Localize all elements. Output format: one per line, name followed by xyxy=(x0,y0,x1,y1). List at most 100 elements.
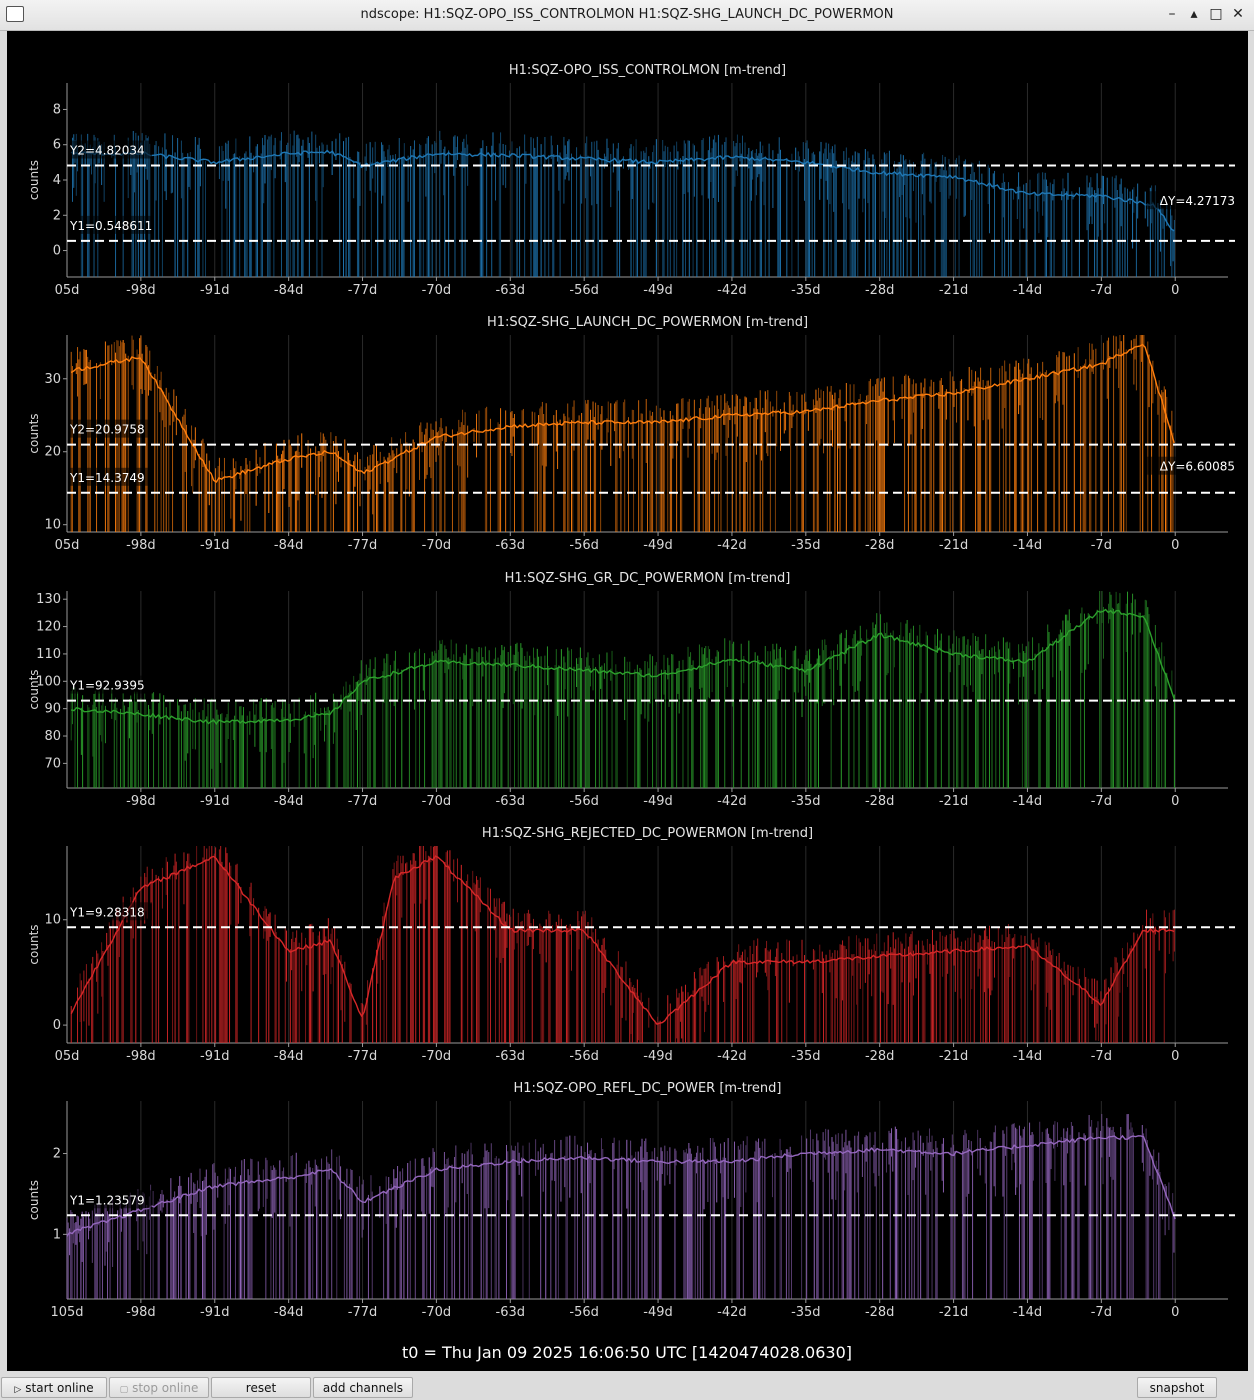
x-tick-label: -28d xyxy=(865,538,895,553)
x-tick-label: -84d xyxy=(274,283,304,298)
plots-canvas[interactable]: H1:SQZ-OPO_ISS_CONTROLMON [m-trend] 0 2 4 6 8… xyxy=(7,31,1248,1371)
trend-envelope xyxy=(70,335,1174,532)
plot-panel: H1:SQZ-OPO_ISS_CONTROLMON [m-trend] 0 2 4 6 8… xyxy=(27,63,1235,298)
x-tick-label: -98d xyxy=(126,1049,156,1064)
start-online-button[interactable]: ▷ start online xyxy=(1,1377,107,1398)
x-tick-label: -28d xyxy=(865,283,895,298)
x-tick-label: -84d xyxy=(274,538,304,553)
x-tick-label-edge: 105d xyxy=(50,1305,83,1320)
x-tick-label: 0 xyxy=(1171,283,1179,298)
cursor-label: Y1=9.28318 xyxy=(69,905,145,919)
x-tick-label: -98d xyxy=(126,283,156,298)
plot-title: H1:SQZ-SHG_LAUNCH_DC_POWERMON [m-trend] xyxy=(487,315,808,330)
minimize-icon[interactable]: – xyxy=(1168,6,1176,22)
y-tick-label: 100 xyxy=(36,674,61,689)
x-tick-label: -7d xyxy=(1091,283,1112,298)
stop-online-button[interactable]: ▢ stop online xyxy=(109,1377,209,1398)
plot-area[interactable]: H1:SQZ-OPO_ISS_CONTROLMON [m-trend] 0 2 4 6 8… xyxy=(7,31,1248,1371)
x-tick-label: -91d xyxy=(200,1305,230,1320)
x-tick-label: -91d xyxy=(200,794,230,809)
x-tick-label: 0 xyxy=(1171,538,1179,553)
x-tick-label: -91d xyxy=(200,538,230,553)
x-tick-label: -42d xyxy=(717,1049,747,1064)
x-tick-label-edge: 05d xyxy=(55,538,80,553)
play-icon: ▷ xyxy=(14,1385,22,1395)
y-axis-label: counts xyxy=(27,924,41,964)
delta-label: ΔY=6.60085 xyxy=(1160,460,1235,474)
y-tick-label: 1 xyxy=(53,1227,61,1242)
cursor-label: Y1=0.548611 xyxy=(69,219,152,233)
x-tick-label: -56d xyxy=(569,1305,599,1320)
x-tick-label: -84d xyxy=(274,1049,304,1064)
y-axis-label: counts xyxy=(27,1180,41,1220)
plot-panel: H1:SQZ-SHG_REJECTED_DC_POWERMON [m-trend… xyxy=(27,826,1235,1064)
trend-envelope xyxy=(70,846,1175,1043)
cursor-label-bg xyxy=(68,1190,152,1209)
x-tick-label: -98d xyxy=(126,794,156,809)
x-tick-label: -49d xyxy=(643,1049,673,1064)
trend-mean-line xyxy=(71,608,1175,725)
stop-icon: ▢ xyxy=(119,1385,129,1395)
x-tick-label: -35d xyxy=(791,794,821,809)
y-tick-label: 2 xyxy=(53,208,61,223)
x-tick-label: -70d xyxy=(422,1305,452,1320)
cursor-label-bg xyxy=(68,902,152,921)
app-icon xyxy=(6,6,24,22)
x-tick-label: -35d xyxy=(791,283,821,298)
x-tick-label: 0 xyxy=(1171,1049,1179,1064)
x-tick-label: -35d xyxy=(791,1305,821,1320)
x-tick-label-edge: 05d xyxy=(55,283,80,298)
x-tick-label: -77d xyxy=(348,538,378,553)
x-tick-label: -56d xyxy=(569,1049,599,1064)
x-tick-label: -77d xyxy=(348,794,378,809)
plot-title: H1:SQZ-SHG_REJECTED_DC_POWERMON [m-trend… xyxy=(482,826,813,841)
cursor-label: Y1=14.3749 xyxy=(69,471,145,485)
window-titlebar: ndscope: H1:SQZ-OPO_ISS_CONTROLMON H1:SQ… xyxy=(0,0,1254,31)
x-tick-label: 0 xyxy=(1171,794,1179,809)
y-tick-label: 120 xyxy=(36,620,61,635)
x-tick-label: -49d xyxy=(643,538,673,553)
delta-label-bg xyxy=(1146,191,1230,210)
x-tick-label: -70d xyxy=(422,538,452,553)
x-tick-label: -63d xyxy=(496,794,526,809)
x-tick-label: -7d xyxy=(1091,538,1112,553)
x-tick-label: -42d xyxy=(717,794,747,809)
trend-envelope xyxy=(70,591,1175,788)
x-tick-label: -28d xyxy=(865,1049,895,1064)
cursor-label: Y2=4.82034 xyxy=(69,144,145,158)
trend-mean-line xyxy=(70,855,1175,1026)
x-tick-label: -70d xyxy=(422,1049,452,1064)
snapshot-button[interactable]: snapshot xyxy=(1137,1377,1217,1398)
shade-icon[interactable]: ▴ xyxy=(1190,6,1198,22)
trend-mean-line xyxy=(70,343,1175,483)
x-tick-label: -49d xyxy=(643,1305,673,1320)
y-tick-label: 10 xyxy=(44,518,61,533)
x-tick-label-edge: 05d xyxy=(55,1049,80,1064)
add-channels-button[interactable]: add channels xyxy=(313,1377,413,1398)
y-tick-label: 2 xyxy=(53,1147,61,1162)
cursor-label: Y2=20.9758 xyxy=(69,423,145,437)
plot-panel: H1:SQZ-OPO_REFL_DC_POWER [m-trend] 1 2 coun… xyxy=(27,1081,1235,1320)
x-tick-label: -35d xyxy=(791,538,821,553)
trend-mean-line xyxy=(66,1134,1176,1237)
cursor-label-bg xyxy=(68,467,152,486)
cursor-label-bg xyxy=(68,140,152,159)
close-icon[interactable]: ✕ xyxy=(1232,6,1244,22)
reset-button[interactable]: reset xyxy=(211,1377,311,1398)
trend-envelope xyxy=(66,1113,1175,1299)
x-tick-label: -42d xyxy=(717,1305,747,1320)
maximize-icon[interactable]: □ xyxy=(1209,6,1223,22)
x-tick-label: -84d xyxy=(274,1305,304,1320)
plot-panel: H1:SQZ-SHG_GR_DC_POWERMON [m-trend] 70 80 9… xyxy=(27,571,1235,809)
x-tick-label: -70d xyxy=(422,794,452,809)
y-tick-label: 8 xyxy=(53,102,61,117)
x-tick-label: -63d xyxy=(496,1049,526,1064)
x-tick-label: -21d xyxy=(939,1305,969,1320)
x-tick-label: -63d xyxy=(496,538,526,553)
trend-envelope xyxy=(71,130,1175,277)
x-tick-label: -91d xyxy=(200,283,230,298)
cursor-label-bg xyxy=(68,675,152,694)
plot-title: H1:SQZ-OPO_ISS_CONTROLMON [m-trend] xyxy=(509,63,786,78)
y-tick-label: 130 xyxy=(36,592,61,607)
x-tick-label: -14d xyxy=(1013,794,1043,809)
